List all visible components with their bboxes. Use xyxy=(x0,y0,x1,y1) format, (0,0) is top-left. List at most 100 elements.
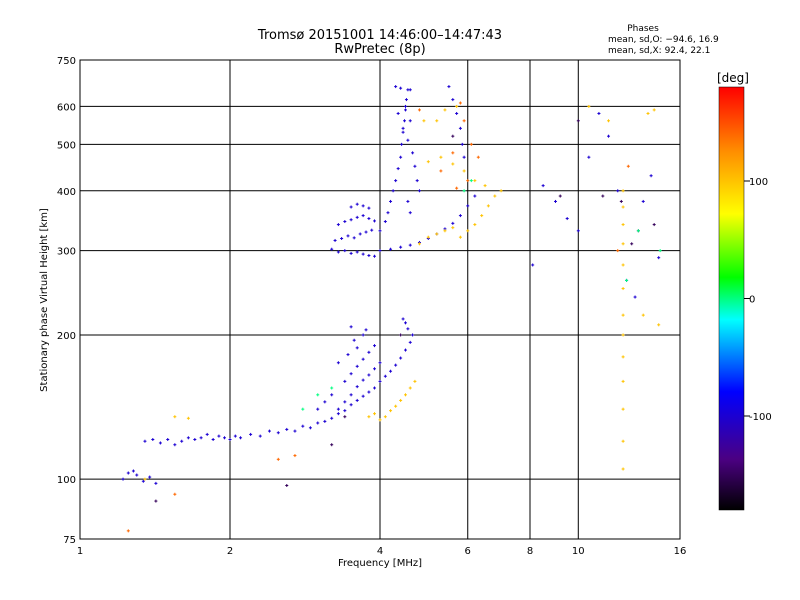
data-point xyxy=(626,164,630,168)
data-point xyxy=(394,404,398,408)
data-point xyxy=(399,333,403,337)
data-point xyxy=(389,247,393,251)
data-point xyxy=(173,443,177,447)
data-point xyxy=(451,134,455,138)
data-point xyxy=(154,481,158,485)
phases-stats-x: mean, sd,X: 92.4, 22.1 xyxy=(608,46,710,56)
data-point xyxy=(621,467,625,471)
data-point xyxy=(301,407,305,411)
data-point xyxy=(389,409,393,413)
data-point xyxy=(343,415,347,419)
data-point xyxy=(486,204,490,208)
data-point xyxy=(404,98,408,102)
data-point xyxy=(451,226,455,230)
data-point xyxy=(330,386,334,390)
data-point xyxy=(373,254,377,258)
data-point xyxy=(413,164,417,168)
data-point xyxy=(403,104,407,108)
data-point xyxy=(343,379,347,383)
data-point xyxy=(399,245,403,249)
data-point xyxy=(193,438,197,442)
data-point xyxy=(346,234,350,238)
data-point xyxy=(462,189,466,193)
data-point xyxy=(403,108,407,112)
data-point xyxy=(476,155,480,159)
data-point xyxy=(346,353,350,357)
data-point xyxy=(401,130,405,134)
data-point xyxy=(417,108,421,112)
data-point xyxy=(399,356,403,360)
data-point xyxy=(173,415,177,419)
data-point xyxy=(205,432,209,436)
data-point xyxy=(400,142,404,146)
data-point xyxy=(413,379,417,383)
data-point xyxy=(131,469,135,473)
data-point xyxy=(411,333,415,337)
data-point xyxy=(621,439,625,443)
data-point xyxy=(616,249,620,253)
colorbar-tick-label: -100 xyxy=(749,412,772,423)
data-point xyxy=(233,434,237,438)
data-point xyxy=(455,111,459,115)
data-point xyxy=(373,412,377,416)
colorbar-tick-label: 0 xyxy=(749,295,755,306)
data-point xyxy=(364,230,368,234)
data-point xyxy=(361,357,365,361)
data-point xyxy=(217,434,221,438)
data-point xyxy=(658,249,662,253)
data-point xyxy=(158,441,162,445)
data-point xyxy=(466,204,470,208)
data-point xyxy=(373,386,377,390)
data-point xyxy=(619,199,623,203)
data-point xyxy=(141,479,145,483)
data-point xyxy=(473,223,477,227)
scatter-points xyxy=(121,85,662,533)
data-point xyxy=(316,421,320,425)
data-point xyxy=(473,194,477,198)
data-point xyxy=(408,243,412,247)
data-point xyxy=(408,88,412,92)
data-point xyxy=(411,151,415,155)
data-point xyxy=(399,398,403,402)
data-point xyxy=(383,220,387,224)
data-point xyxy=(378,379,382,383)
data-point xyxy=(151,438,155,442)
data-point xyxy=(621,287,625,291)
data-point xyxy=(408,386,412,390)
data-point xyxy=(576,229,580,233)
data-point xyxy=(417,189,421,193)
data-point xyxy=(378,361,382,365)
data-point xyxy=(352,236,356,240)
data-point xyxy=(343,409,347,413)
data-point xyxy=(367,217,371,221)
data-point xyxy=(625,278,629,282)
data-point xyxy=(330,443,334,447)
data-point xyxy=(394,85,398,89)
data-point xyxy=(641,313,645,317)
data-point xyxy=(276,431,280,435)
colorbar xyxy=(718,86,745,511)
data-point xyxy=(426,235,430,239)
data-point xyxy=(483,184,487,188)
data-point xyxy=(330,416,334,420)
data-point xyxy=(480,214,484,218)
data-point xyxy=(403,348,407,352)
y-tick-label: 750 xyxy=(57,56,76,67)
data-point xyxy=(285,427,289,431)
data-point xyxy=(352,338,356,342)
data-point xyxy=(443,108,447,112)
colorbar-tick-label: 100 xyxy=(749,177,768,188)
data-point xyxy=(349,218,353,222)
data-point xyxy=(249,432,253,436)
data-point xyxy=(462,169,466,173)
data-point xyxy=(657,256,661,260)
data-point xyxy=(417,242,421,246)
data-point xyxy=(386,211,390,215)
data-point xyxy=(389,369,393,373)
data-point xyxy=(223,436,227,440)
data-point xyxy=(597,111,601,115)
phases-stats-o: mean, sd,O: −94.6, 16.9 xyxy=(608,35,719,45)
data-point xyxy=(408,119,412,123)
data-point xyxy=(607,119,611,123)
data-point xyxy=(455,104,459,108)
